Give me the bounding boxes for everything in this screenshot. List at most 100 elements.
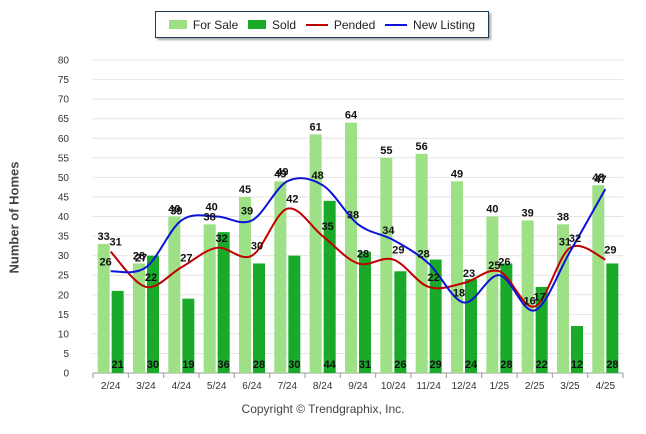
label-sold: 26 <box>394 359 406 371</box>
legend-label-pended: Pended <box>333 17 376 32</box>
x-tick-label: 4/24 <box>172 381 192 392</box>
label-for-sale: 49 <box>274 168 286 180</box>
line-new-listing <box>110 177 607 312</box>
sold-swatch <box>248 20 267 29</box>
legend-label-new-listing: New Listing <box>413 17 476 32</box>
bar-for-sale <box>592 185 605 373</box>
label-pended: 23 <box>463 268 475 280</box>
bar-sold <box>394 271 407 373</box>
bar-sold <box>253 263 265 373</box>
x-tick-label: 9/24 <box>348 381 368 392</box>
label-new-listing: 31 <box>559 237 571 249</box>
bar-sold <box>359 251 371 373</box>
y-tick-label: 65 <box>58 114 70 125</box>
data-labels: 33 21 28 30 40 19 38 36 45 28 49 30 61 44 64 31 55 26 56 29… <box>98 110 619 371</box>
legend-label-sold: Sold <box>272 17 297 32</box>
label-sold: 28 <box>500 359 512 371</box>
x-tick-label: 1/25 <box>490 381 510 392</box>
label-pended: 22 <box>428 272 440 284</box>
for-sale-swatch <box>168 20 187 29</box>
x-tick-label: 10/24 <box>381 381 406 392</box>
y-tick-label: 35 <box>58 232 70 243</box>
y-axis-title: Number of Homes <box>6 161 22 274</box>
label-pended: 32 <box>569 233 581 245</box>
x-tick-label: 11/24 <box>417 381 442 392</box>
legend-item-sold[interactable]: Sold <box>248 18 296 32</box>
y-tick-label: 30 <box>58 251 70 262</box>
x-tick-label: 2/25 <box>525 381 545 392</box>
label-new-listing: 49 <box>276 166 288 178</box>
y-tick-label: 0 <box>63 369 69 380</box>
label-sold: 12 <box>571 359 583 371</box>
label-new-listing: 28 <box>418 248 430 260</box>
x-tick-label: 12/24 <box>451 381 476 392</box>
x-tick-label: 3/25 <box>560 381 580 392</box>
label-new-listing: 38 <box>347 209 359 221</box>
label-sold: 29 <box>430 359 442 371</box>
label-pended: 22 <box>145 272 157 284</box>
label-sold: 30 <box>288 359 300 371</box>
label-new-listing: 25 <box>488 260 500 272</box>
label-pended: 29 <box>392 245 404 257</box>
y-tick-label: 60 <box>58 134 70 145</box>
label-sold: 31 <box>359 359 371 371</box>
label-for-sale: 45 <box>239 184 251 196</box>
bar-sold <box>217 232 230 373</box>
label-new-listing: 47 <box>594 174 606 186</box>
y-tick-label: 5 <box>63 349 69 360</box>
legend-label-for-sale: For Sale <box>192 17 239 32</box>
bar-for-sale <box>274 181 287 373</box>
x-axis: 2/24 3/24 4/24 5/24 6/24 7/24 8/24 9/24 10/24 11/… <box>92 373 624 392</box>
bar-sold <box>182 298 195 373</box>
bar-for-sale <box>345 122 357 373</box>
legend-item-for-sale[interactable]: For Sale <box>168 17 239 32</box>
y-tick-label: 40 <box>58 212 70 223</box>
x-tick-label: 5/24 <box>207 381 227 392</box>
bar-for-sale <box>97 243 110 373</box>
pended-swatch <box>305 23 328 26</box>
y-axis: 0 5 10 15 20 25 30 35 40 45 50 55 60 65 70 75 80 <box>58 56 70 380</box>
y-tick-label: 75 <box>58 75 70 86</box>
label-sold: 24 <box>465 359 478 371</box>
label-pended: 27 <box>180 252 192 264</box>
new-listing-swatch <box>385 23 408 26</box>
label-new-listing: 26 <box>100 256 112 268</box>
y-tick-label: 15 <box>58 310 70 321</box>
y-tick-label: 45 <box>58 192 70 203</box>
label-pended: 42 <box>286 194 298 206</box>
label-pended: 31 <box>110 237 122 249</box>
label-new-listing: 39 <box>170 205 182 217</box>
x-tick-label: 8/24 <box>313 381 333 392</box>
legend-item-new-listing[interactable]: New Listing <box>385 18 475 32</box>
label-new-listing: 18 <box>453 288 465 300</box>
label-pended: 28 <box>357 248 369 260</box>
label-new-listing: 39 <box>241 205 253 217</box>
label-sold: 36 <box>218 359 230 371</box>
bar-for-sale <box>415 153 428 373</box>
label-pended: 30 <box>251 241 263 253</box>
bar-for-sale <box>521 220 534 373</box>
label-for-sale: 38 <box>557 211 569 223</box>
label-for-sale: 38 <box>204 211 216 223</box>
y-tick-label: 10 <box>58 329 70 340</box>
label-sold: 44 <box>324 359 337 371</box>
label-new-listing: 27 <box>135 252 147 264</box>
label-for-sale: 61 <box>310 121 322 133</box>
label-for-sale: 33 <box>98 231 110 243</box>
x-tick-label: 3/24 <box>136 381 156 392</box>
bar-for-sale <box>203 224 216 373</box>
label-for-sale: 40 <box>486 204 498 216</box>
label-sold: 21 <box>112 359 124 371</box>
legend: For Sale Sold Pended New Listing <box>155 11 489 38</box>
label-pended: 17 <box>534 291 546 303</box>
bar-sold <box>111 290 124 373</box>
y-tick-label: 20 <box>58 290 70 301</box>
legend-item-pended[interactable]: Pended <box>305 17 376 32</box>
x-tick-label: 2/24 <box>101 381 121 392</box>
bar-sold <box>606 263 619 373</box>
y-tick-label: 50 <box>58 173 70 184</box>
label-new-listing: 48 <box>312 170 324 182</box>
label-sold: 28 <box>606 359 618 371</box>
bar-for-sale <box>239 196 251 373</box>
